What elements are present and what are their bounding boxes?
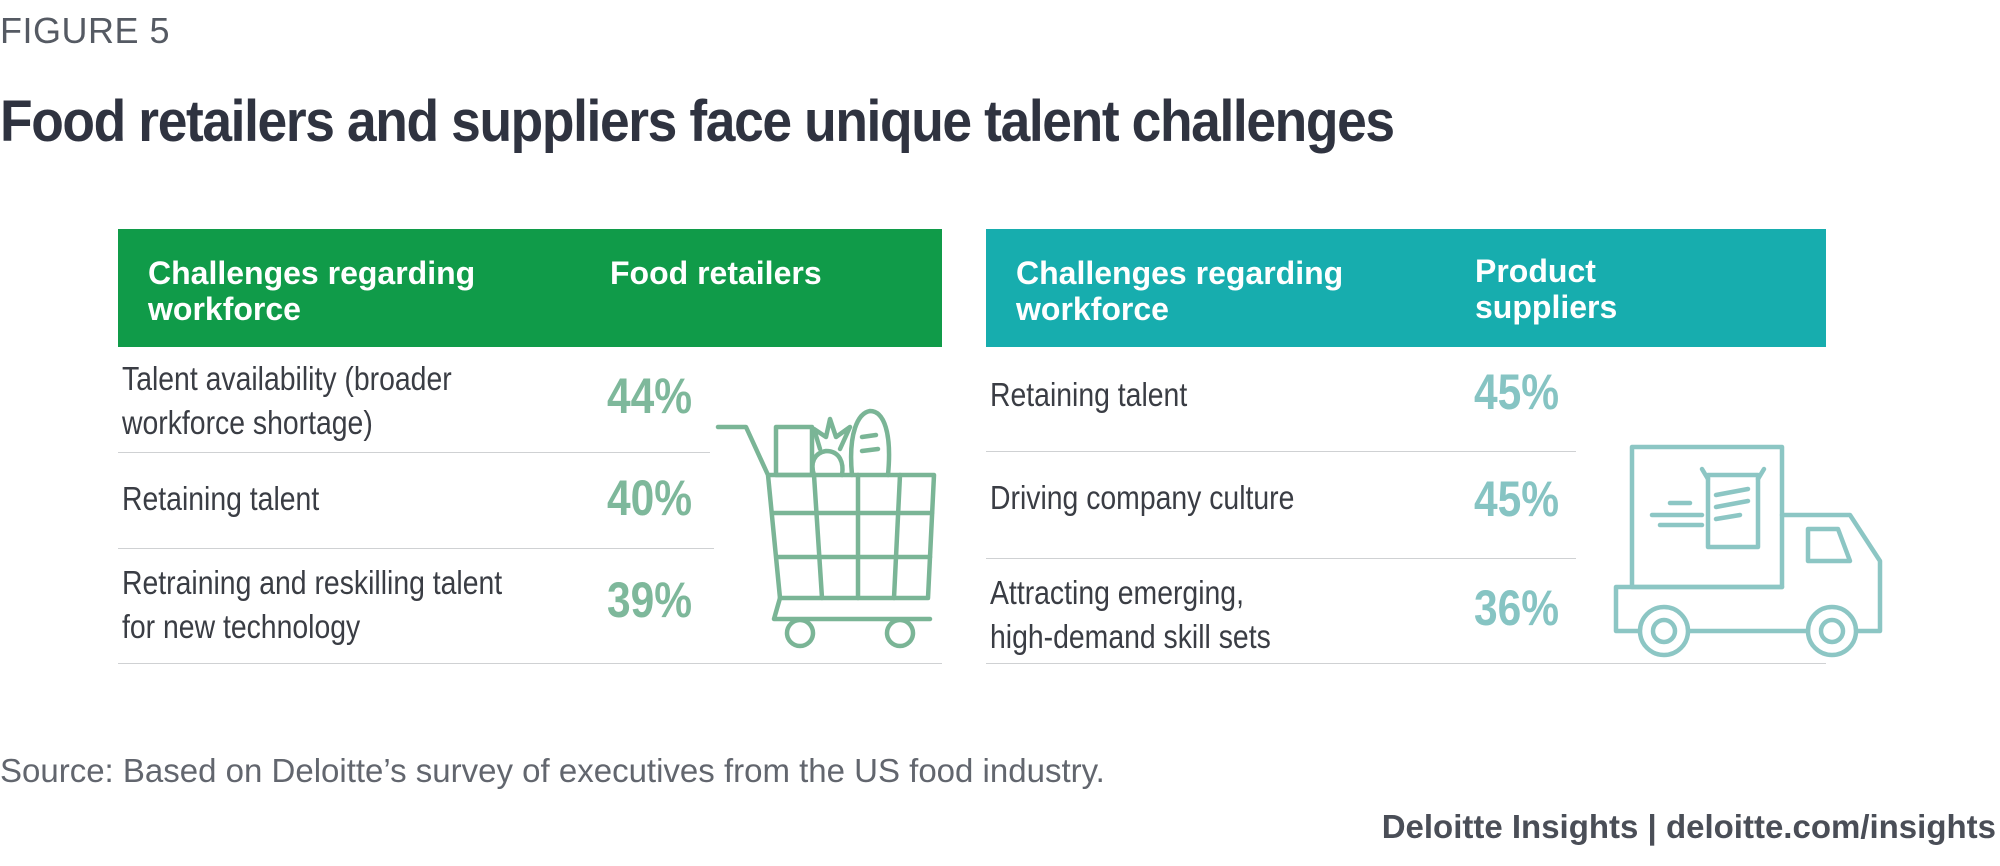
retailers-header-challenges: Challenges regarding workforce — [148, 255, 476, 327]
suppliers-header: Challenges regarding workforce Product s… — [986, 229, 1826, 347]
row-value: 39% — [607, 572, 693, 628]
suppliers-header-group: Product suppliers — [1475, 253, 1618, 325]
row-label: Retaining talent — [122, 480, 320, 517]
table-row: Retaining talent 45% — [986, 347, 1576, 452]
table-row: Retraining and reskilling talent for new… — [118, 549, 942, 664]
source-note: Source: Based on Deloitte’s survey of ex… — [0, 752, 1105, 789]
row-label: Retaining talent — [990, 376, 1188, 413]
row-value: 45% — [1474, 471, 1560, 527]
retailers-panel: Challenges regarding workforce Food reta… — [118, 229, 942, 689]
row-label: Driving company culture — [990, 479, 1295, 516]
retailers-header: Challenges regarding workforce Food reta… — [118, 229, 942, 347]
table-row: Driving company culture 45% — [986, 452, 1576, 559]
row-value: 45% — [1474, 364, 1560, 420]
suppliers-header-challenges: Challenges regarding workforce — [1016, 255, 1344, 327]
retailers-header-group: Food retailers — [610, 255, 822, 291]
row-value: 40% — [607, 470, 693, 526]
delivery-truck-icon — [1613, 444, 1883, 658]
table-row: Retaining talent 40% — [118, 453, 714, 549]
row-label: Talent availability (broader workforce s… — [122, 360, 452, 441]
shopping-cart-icon — [715, 408, 937, 649]
table-row: Attracting emerging, high-demand skill s… — [986, 559, 1826, 664]
row-value: 44% — [607, 368, 693, 424]
row-label: Retraining and reskilling talent for new… — [122, 564, 503, 645]
table-row: Talent availability (broader workforce s… — [118, 347, 710, 453]
row-value: 36% — [1474, 580, 1560, 636]
figure-label: FIGURE 5 — [0, 10, 171, 51]
suppliers-panel: Challenges regarding workforce Product s… — [986, 229, 1883, 689]
row-label: Attracting emerging, high-demand skill s… — [990, 574, 1271, 655]
credit-line: Deloitte Insights | deloitte.com/insight… — [1381, 808, 1996, 845]
chart-title: Food retailers and suppliers face unique… — [0, 89, 1395, 154]
